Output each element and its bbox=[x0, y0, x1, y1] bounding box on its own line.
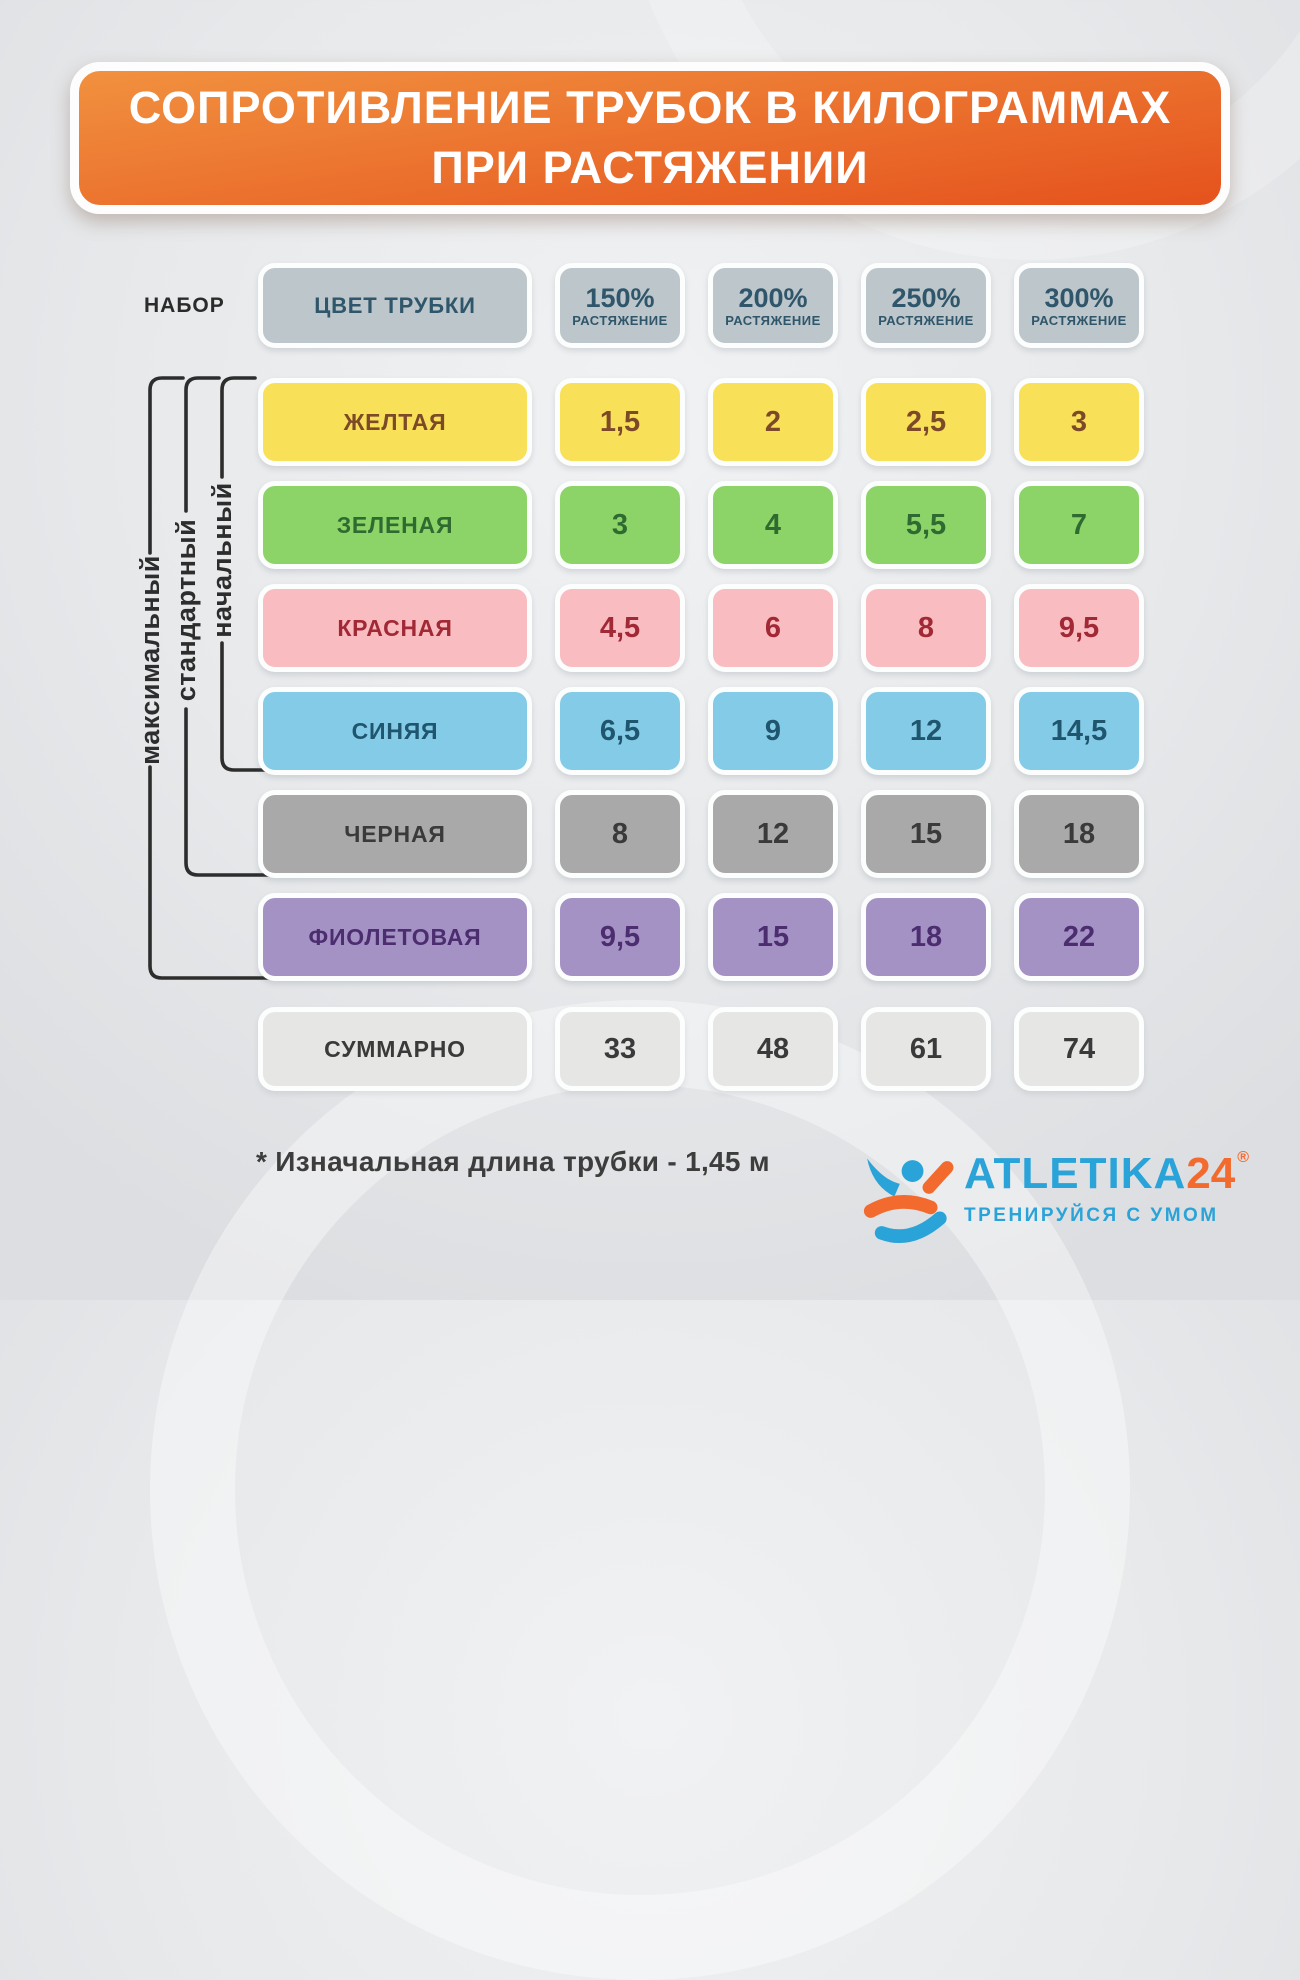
total-300: 74 bbox=[1014, 1007, 1144, 1091]
tube-color-name: ЗЕЛЕНАЯ bbox=[258, 481, 532, 569]
brand-tagline: ТРЕНИРУЙСЯ С УМОМ bbox=[964, 1205, 1219, 1226]
header-pct: 250% bbox=[891, 282, 961, 313]
value-200: 4 bbox=[708, 481, 838, 569]
brand-name: ATLETIKA bbox=[964, 1149, 1187, 1198]
header-sub: РАСТЯЖЕНИЕ bbox=[725, 312, 821, 328]
value-300: 22 bbox=[1014, 893, 1144, 981]
header-sub: РАСТЯЖЕНИЕ bbox=[572, 312, 668, 328]
tube-color-name: ФИОЛЕТОВАЯ bbox=[258, 893, 532, 981]
value-300: 9,5 bbox=[1014, 584, 1144, 672]
value-200: 15 bbox=[708, 893, 838, 981]
value-300: 18 bbox=[1014, 790, 1144, 878]
bracket-label-maximal: максимальный bbox=[135, 555, 165, 765]
brand-accent: 24 bbox=[1186, 1149, 1236, 1198]
total-250: 61 bbox=[861, 1007, 991, 1091]
registered-mark-icon: ® bbox=[1237, 1149, 1250, 1166]
value-300: 3 bbox=[1014, 378, 1144, 466]
table-row-yellow: ЖЕЛТАЯ 1,5 2 2,5 3 bbox=[258, 378, 1144, 466]
value-150: 9,5 bbox=[555, 893, 685, 981]
page-title-line1: СОПРОТИВЛЕНИЕ ТРУБОК В КИЛОГРАММАХ bbox=[128, 82, 1172, 133]
value-200: 12 bbox=[708, 790, 838, 878]
brand-logo-text: ATLETIKA 24 ® ТРЕНИРУЙСЯ С УМОМ bbox=[964, 1149, 1250, 1227]
table-header-row: ЦВЕТ ТРУБКИ 150% РАСТЯЖЕНИЕ 200% РАСТЯЖЕ… bbox=[258, 263, 1144, 348]
value-150: 1,5 bbox=[555, 378, 685, 466]
total-150: 33 bbox=[555, 1007, 685, 1091]
value-250: 18 bbox=[861, 893, 991, 981]
tube-color-name: ЖЕЛТАЯ bbox=[258, 378, 532, 466]
header-stretch-200: 200% РАСТЯЖЕНИЕ bbox=[708, 263, 838, 348]
header-stretch-150: 150% РАСТЯЖЕНИЕ bbox=[555, 263, 685, 348]
set-brackets: максимальный стандартный начальный bbox=[135, 376, 287, 980]
brand-logo: ATLETIKA 24 ® ТРЕНИРУЙСЯ С УМОМ bbox=[858, 1149, 1250, 1248]
tube-color-name: КРАСНАЯ bbox=[258, 584, 532, 672]
header-stretch-250: 250% РАСТЯЖЕНИЕ bbox=[861, 263, 991, 348]
table-row-total: СУММАРНО 33 48 61 74 bbox=[258, 1007, 1144, 1091]
title-banner: СОПРОТИВЛЕНИЕ ТРУБОК В КИЛОГРАММАХ ПРИ Р… bbox=[70, 62, 1230, 214]
value-150: 6,5 bbox=[555, 687, 685, 775]
value-200: 2 bbox=[708, 378, 838, 466]
header-pct: 200% bbox=[738, 282, 808, 313]
footnote: * Изначальная длина трубки - 1,45 м bbox=[256, 1146, 770, 1177]
tube-color-name: СИНЯЯ bbox=[258, 687, 532, 775]
header-stretch-300: 300% РАСТЯЖЕНИЕ bbox=[1014, 263, 1144, 348]
total-200: 48 bbox=[708, 1007, 838, 1091]
brand-logo-icon bbox=[863, 1158, 954, 1243]
table-row-green: ЗЕЛЕНАЯ 3 4 5,5 7 bbox=[258, 481, 1144, 569]
value-250: 15 bbox=[861, 790, 991, 878]
value-300: 7 bbox=[1014, 481, 1144, 569]
value-250: 12 bbox=[861, 687, 991, 775]
value-250: 2,5 bbox=[861, 378, 991, 466]
value-300: 14,5 bbox=[1014, 687, 1144, 775]
table-row-violet: ФИОЛЕТОВАЯ 9,5 15 18 22 bbox=[258, 893, 1144, 981]
header-pct: 150% bbox=[585, 282, 655, 313]
value-150: 3 bbox=[555, 481, 685, 569]
table-row-black: ЧЕРНАЯ 8 12 15 18 bbox=[258, 790, 1144, 878]
value-200: 9 bbox=[708, 687, 838, 775]
value-150: 8 bbox=[555, 790, 685, 878]
total-label: СУММАРНО bbox=[258, 1007, 532, 1091]
set-column-label: НАБОР bbox=[144, 294, 225, 317]
tube-color-name: ЧЕРНАЯ bbox=[258, 790, 532, 878]
value-150: 4,5 bbox=[555, 584, 685, 672]
value-200: 6 bbox=[708, 584, 838, 672]
resistance-table: ЦВЕТ ТРУБКИ 150% РАСТЯЖЕНИЕ 200% РАСТЯЖЕ… bbox=[258, 263, 1144, 1091]
bracket-label-beginner: начальный bbox=[207, 482, 237, 638]
header-sub: РАСТЯЖЕНИЕ bbox=[1031, 312, 1127, 328]
header-tube-color: ЦВЕТ ТРУБКИ bbox=[258, 263, 532, 348]
value-250: 5,5 bbox=[861, 481, 991, 569]
header-pct: 300% bbox=[1044, 282, 1114, 313]
value-250: 8 bbox=[861, 584, 991, 672]
bracket-label-standard: стандартный bbox=[171, 519, 201, 702]
table-row-blue: СИНЯЯ 6,5 9 12 14,5 bbox=[258, 687, 1144, 775]
table-row-red: КРАСНАЯ 4,5 6 8 9,5 bbox=[258, 584, 1144, 672]
header-sub: РАСТЯЖЕНИЕ bbox=[878, 312, 974, 328]
page-title-line2: ПРИ РАСТЯЖЕНИИ bbox=[431, 142, 869, 193]
